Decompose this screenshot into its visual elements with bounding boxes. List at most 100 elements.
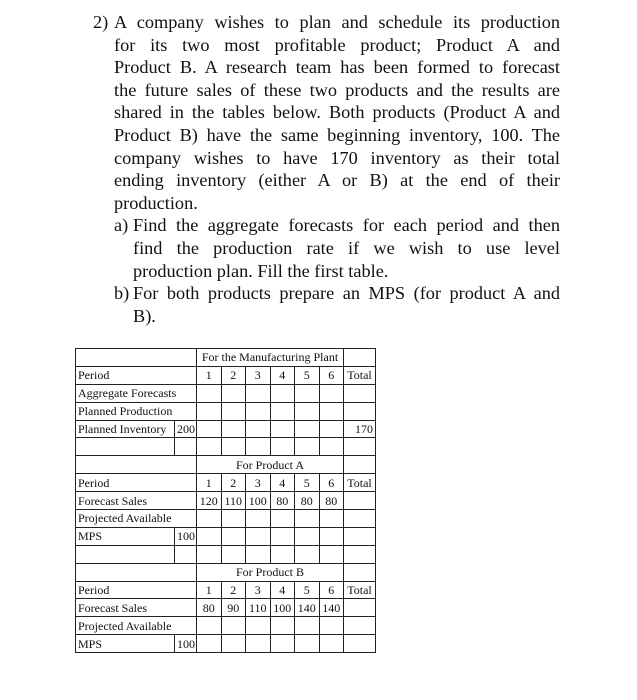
empty-cell: [220, 634, 246, 654]
part-b-label: b): [114, 283, 130, 304]
row-label: Period: [75, 580, 197, 600]
empty-cell: [294, 526, 320, 546]
table-cell: [196, 544, 222, 564]
empty-cell: [294, 419, 320, 439]
empty-cell: [245, 383, 271, 403]
forecast-value: 140: [294, 598, 320, 618]
table-cell: [75, 544, 175, 564]
forecast-value: 80: [269, 491, 295, 511]
empty-cell: [196, 419, 222, 439]
empty-cell: [245, 526, 271, 546]
period-header: 3: [245, 580, 271, 600]
table-cell: [245, 544, 271, 564]
table-row: MPS 100: [75, 526, 376, 546]
question-line: for its two most profitable product; Pro…: [114, 34, 560, 55]
start-value: 100: [174, 634, 197, 654]
table-cell: [75, 437, 175, 457]
empty-cell: [343, 616, 376, 636]
row-label: Planned Production: [75, 401, 197, 421]
table-cell: [294, 437, 320, 457]
start-value: 200: [174, 419, 197, 439]
total-header: Total: [343, 580, 376, 600]
blank-row: [75, 544, 376, 564]
forecast-value: 110: [220, 491, 246, 511]
forecast-value: 100: [245, 491, 271, 511]
empty-cell: [220, 526, 246, 546]
forecast-value: 110: [245, 598, 271, 618]
table-row: Aggregate Forecasts: [75, 383, 376, 403]
empty-cell: [343, 383, 376, 403]
period-row: Period 1 2 3 4 5 6 Total: [75, 365, 376, 385]
question-line: production.: [114, 192, 198, 213]
total-header: Total: [343, 365, 376, 385]
period-header: 5: [294, 473, 320, 493]
row-label: Forecast Sales: [75, 491, 197, 511]
total-header: Total: [343, 473, 376, 493]
section-title: For the Manufacturing Plant: [196, 348, 344, 367]
table-cell: [196, 437, 222, 457]
empty-cell: [318, 383, 344, 403]
empty-cell: [318, 616, 344, 636]
table-cell: [75, 348, 197, 367]
table-cell: [343, 437, 376, 457]
period-header: 2: [220, 365, 246, 385]
empty-cell: [318, 419, 344, 439]
row-label: Projected Available: [75, 616, 197, 636]
forecast-value: 140: [318, 598, 344, 618]
section-title-row: For the Manufacturing Plant: [75, 348, 376, 367]
empty-cell: [220, 616, 246, 636]
table-cell: [343, 455, 376, 475]
empty-cell: [220, 509, 246, 528]
empty-cell: [294, 509, 320, 528]
table-cell: [269, 437, 295, 457]
empty-cell: [318, 401, 344, 421]
section-title: For Product A: [196, 455, 344, 475]
period-row: Period 1 2 3 4 5 6 Total: [75, 473, 376, 493]
empty-cell: [294, 616, 320, 636]
section-title: For Product B: [196, 562, 344, 582]
empty-cell: [294, 634, 320, 654]
empty-cell: [318, 634, 344, 654]
forecast-value: 80: [318, 491, 344, 511]
forecast-value: 100: [269, 598, 295, 618]
period-header: 5: [294, 580, 320, 600]
empty-cell: [269, 401, 295, 421]
production-table: For the Manufacturing Plant Period 1 2 3 4 5 6 T…: [75, 348, 376, 654]
part-b-line: For both products prepare an MPS (for pr…: [133, 283, 560, 304]
empty-cell: [294, 401, 320, 421]
empty-cell: [245, 401, 271, 421]
empty-cell: [343, 491, 376, 511]
table-cell: [343, 562, 376, 582]
period-header: 1: [196, 580, 222, 600]
period-header: 1: [196, 473, 222, 493]
blank-row: [75, 437, 376, 457]
empty-cell: [245, 419, 271, 439]
table-row: Forecast Sales 80 90 110 100 140 140: [75, 598, 376, 618]
table-row: Planned Inventory 200 170: [75, 419, 376, 439]
row-label: Period: [75, 473, 197, 493]
empty-cell: [343, 634, 376, 654]
total-value: 170: [343, 419, 376, 439]
table-cell: [269, 544, 295, 564]
period-header: 6: [318, 473, 344, 493]
table-row: MPS 100: [75, 634, 376, 654]
empty-cell: [294, 383, 320, 403]
row-label: Aggregate Forecasts: [75, 383, 197, 403]
start-value: 100: [174, 526, 197, 546]
forecast-value: 120: [196, 491, 222, 511]
part-a-label: a): [114, 215, 129, 236]
empty-cell: [196, 401, 222, 421]
question-number: 2): [93, 12, 109, 32]
row-label: Projected Available: [75, 509, 197, 528]
empty-cell: [318, 526, 344, 546]
row-label: Forecast Sales: [75, 598, 197, 618]
period-header: 6: [318, 365, 344, 385]
period-header: 3: [245, 365, 271, 385]
table-row: Projected Available: [75, 616, 376, 636]
empty-cell: [269, 383, 295, 403]
part-a-line: find the production rate if we wish to u…: [133, 238, 560, 258]
row-label: MPS: [75, 634, 175, 654]
table-cell: [294, 544, 320, 564]
question-line: Product B) have the same beginning inven…: [114, 125, 560, 145]
row-label: Planned Inventory: [75, 419, 175, 439]
